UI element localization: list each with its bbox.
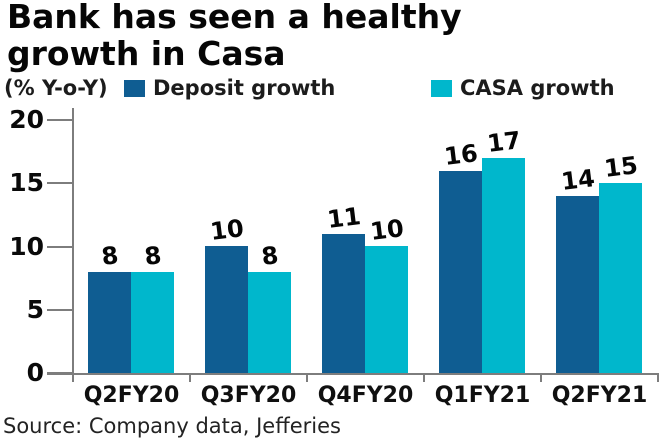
casa-growth-bar xyxy=(482,158,525,373)
x-category-label: Q3FY20 xyxy=(200,383,297,408)
bar-value-label: 11 xyxy=(325,202,362,234)
page-title: Bank has seen a healthy growth in Casa xyxy=(7,0,462,72)
deposit-growth-bar xyxy=(88,272,131,373)
y-tick-label: 5 xyxy=(26,294,44,324)
bar-value-label: 16 xyxy=(442,139,479,171)
casa-growth-bar xyxy=(131,272,174,373)
x-tick-mark xyxy=(657,373,659,382)
y-tick-label: 20 xyxy=(9,105,44,134)
y-tick-mark xyxy=(47,119,73,121)
bar-value-label: 10 xyxy=(368,214,405,246)
x-tick-mark xyxy=(189,373,191,382)
bar-value-label: 8 xyxy=(99,241,120,271)
legend-label-casa-growth: CASA growth xyxy=(460,76,615,100)
legend-item-casa-growth: CASA growth xyxy=(431,76,615,100)
y-axis-unit-label: (% Y-o-Y) xyxy=(4,76,108,100)
y-tick-mark xyxy=(47,372,73,374)
title-line-1: Bank has seen a healthy xyxy=(7,0,462,36)
bar-value-label: 8 xyxy=(259,241,280,271)
deposit-growth-bar xyxy=(556,196,599,373)
y-axis-line xyxy=(72,108,74,375)
y-tick-mark xyxy=(47,308,73,311)
bar-value-label: 8 xyxy=(142,241,163,271)
legend-label-deposit-growth: Deposit growth xyxy=(153,76,336,100)
bar-value-label: 14 xyxy=(559,164,596,196)
deposit-growth-bar xyxy=(439,171,482,373)
x-tick-mark xyxy=(72,373,74,382)
x-tick-mark xyxy=(423,373,425,382)
x-category-label: Q4FY20 xyxy=(317,383,414,408)
legend: (% Y-o-Y) Deposit growth CASA growth xyxy=(0,74,660,102)
bar-value-label: 10 xyxy=(208,214,245,246)
casa-growth-swatch-icon xyxy=(431,79,452,97)
x-category-label: Q2FY21 xyxy=(551,383,648,408)
deposit-growth-bar xyxy=(205,246,248,373)
source-note: Source: Company data, Jefferies xyxy=(3,414,341,438)
bar-value-label: 15 xyxy=(602,151,639,183)
x-category-label: Q2FY20 xyxy=(83,383,180,408)
y-tick-label: 0 xyxy=(26,358,44,387)
y-tick-mark xyxy=(47,182,73,185)
x-tick-mark xyxy=(306,373,308,382)
x-axis-line xyxy=(47,373,658,375)
deposit-growth-swatch-icon xyxy=(124,79,145,97)
casa-growth-bar xyxy=(248,272,291,373)
deposit-growth-bar xyxy=(322,234,365,373)
y-tick-label: 10 xyxy=(9,231,44,261)
legend-item-deposit-growth: Deposit growth xyxy=(124,76,335,100)
x-tick-mark xyxy=(540,373,542,382)
x-category-label: Q1FY21 xyxy=(434,383,531,408)
casa-growth-bar xyxy=(365,246,408,373)
casa-growth-bar xyxy=(599,183,642,373)
y-tick-label: 15 xyxy=(9,168,44,198)
bar-value-label: 17 xyxy=(485,126,522,158)
y-tick-mark xyxy=(47,245,73,248)
title-line-2: growth in Casa xyxy=(7,34,286,73)
